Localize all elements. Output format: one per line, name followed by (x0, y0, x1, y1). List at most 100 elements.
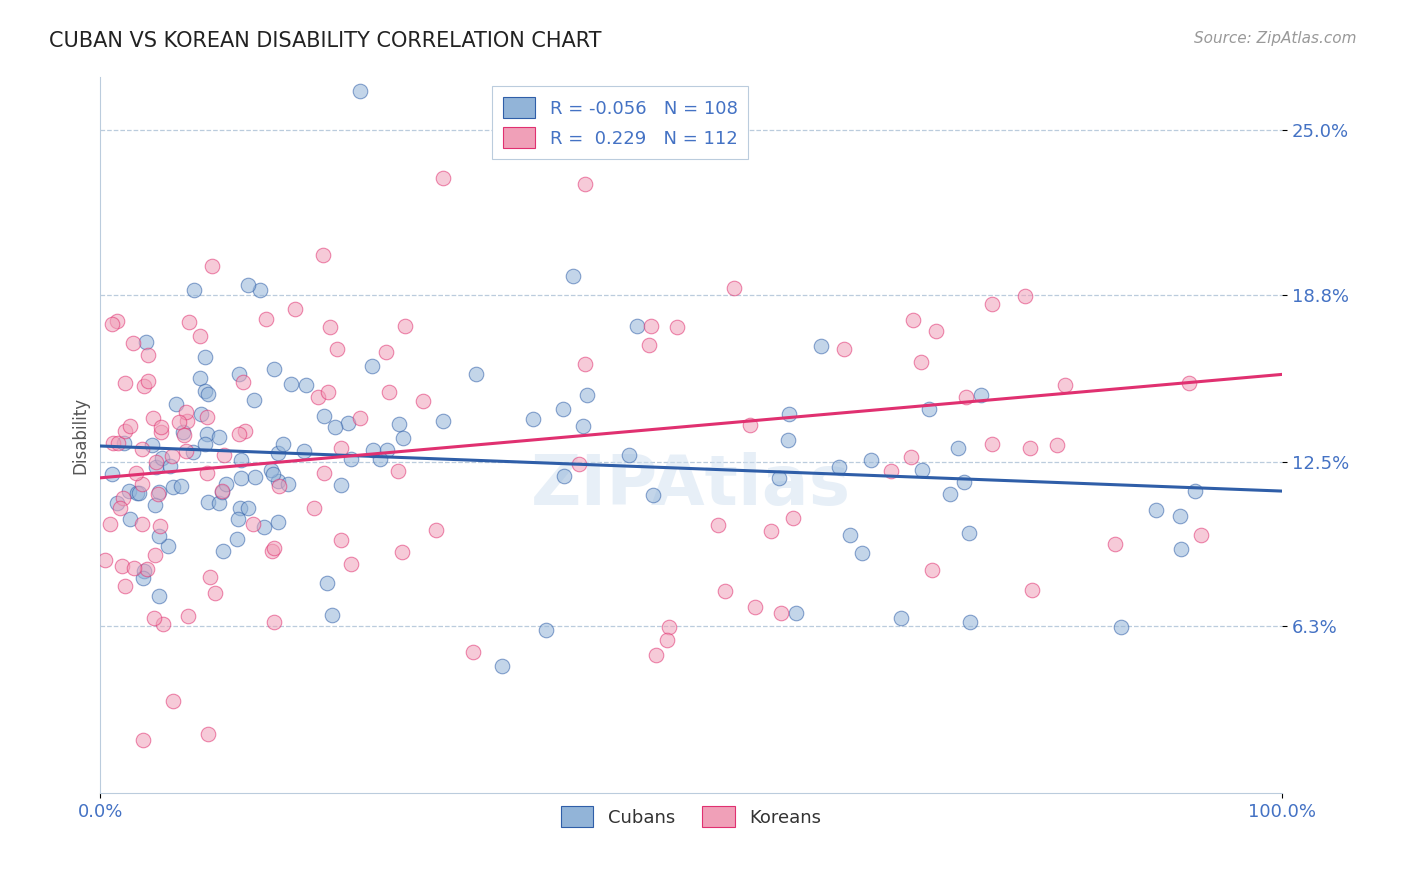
Point (103, 436, 125, 450)
Point (108, 501, 131, 516)
Point (197, 386, 219, 401)
Point (1178, 376, 1201, 390)
Point (195, 409, 218, 424)
Point (125, 467, 148, 481)
Point (1184, 484, 1206, 499)
Point (149, 419, 172, 434)
Point (142, 611, 165, 625)
Point (307, 390, 329, 404)
Point (197, 495, 219, 509)
Point (252, 520, 274, 534)
Point (127, 486, 149, 500)
Point (136, 562, 159, 576)
Point (740, 418, 762, 433)
Point (135, 335, 157, 350)
Point (197, 726, 219, 740)
Point (657, 632, 679, 647)
Point (707, 517, 730, 532)
Point (568, 457, 591, 471)
Point (970, 388, 993, 402)
Point (174, 405, 197, 419)
Point (267, 446, 290, 460)
Point (391, 545, 413, 559)
Point (114, 425, 136, 439)
Point (162, 694, 184, 708)
Point (1170, 508, 1192, 523)
Point (1170, 541, 1192, 556)
Point (266, 474, 288, 488)
Point (141, 438, 163, 452)
Point (981, 297, 1004, 311)
Point (204, 586, 226, 600)
Point (911, 463, 934, 477)
Point (900, 450, 922, 465)
Point (194, 350, 217, 364)
Point (200, 569, 222, 583)
Point (111, 491, 134, 506)
Point (263, 615, 285, 629)
Point (572, 419, 595, 434)
Point (177, 315, 200, 329)
Point (243, 392, 266, 407)
Point (167, 415, 190, 429)
Point (173, 428, 195, 442)
Point (159, 459, 181, 474)
Point (378, 384, 401, 399)
Point (319, 320, 342, 334)
Point (148, 589, 170, 603)
Point (118, 419, 141, 434)
Point (1109, 620, 1132, 634)
Point (304, 500, 326, 515)
Point (340, 558, 363, 572)
Point (782, 511, 804, 525)
Point (283, 302, 305, 317)
Point (713, 583, 735, 598)
Point (316, 576, 339, 591)
Point (638, 337, 661, 351)
Point (312, 247, 335, 261)
Point (131, 442, 153, 456)
Point (112, 435, 135, 450)
Point (148, 485, 170, 500)
Point (387, 464, 409, 478)
Point (229, 501, 252, 516)
Point (576, 387, 599, 401)
Point (425, 523, 447, 537)
Point (946, 441, 969, 455)
Point (188, 328, 211, 343)
Point (778, 407, 800, 421)
Point (759, 524, 782, 538)
Point (879, 464, 901, 478)
Point (269, 478, 291, 492)
Point (553, 469, 575, 483)
Point (143, 548, 166, 562)
Point (172, 425, 194, 440)
Point (377, 442, 399, 457)
Point (132, 733, 155, 747)
Point (957, 526, 980, 541)
Point (1019, 442, 1042, 456)
Point (562, 269, 585, 284)
Point (150, 451, 173, 466)
Point (245, 469, 267, 483)
Point (211, 485, 233, 500)
Point (194, 436, 217, 450)
Point (723, 281, 745, 295)
Point (149, 519, 172, 533)
Point (955, 390, 977, 404)
Point (901, 313, 924, 327)
Point (114, 376, 136, 390)
Point (233, 424, 256, 438)
Text: CUBAN VS KOREAN DISABILITY CORRELATION CHART: CUBAN VS KOREAN DISABILITY CORRELATION C… (49, 31, 602, 51)
Point (181, 445, 204, 459)
Point (325, 419, 347, 434)
Point (392, 431, 415, 445)
Point (211, 483, 233, 498)
Point (195, 427, 218, 442)
Point (330, 477, 353, 491)
Point (768, 471, 790, 485)
Point (1014, 289, 1036, 303)
Point (361, 442, 384, 457)
Point (162, 480, 184, 494)
Point (143, 499, 166, 513)
